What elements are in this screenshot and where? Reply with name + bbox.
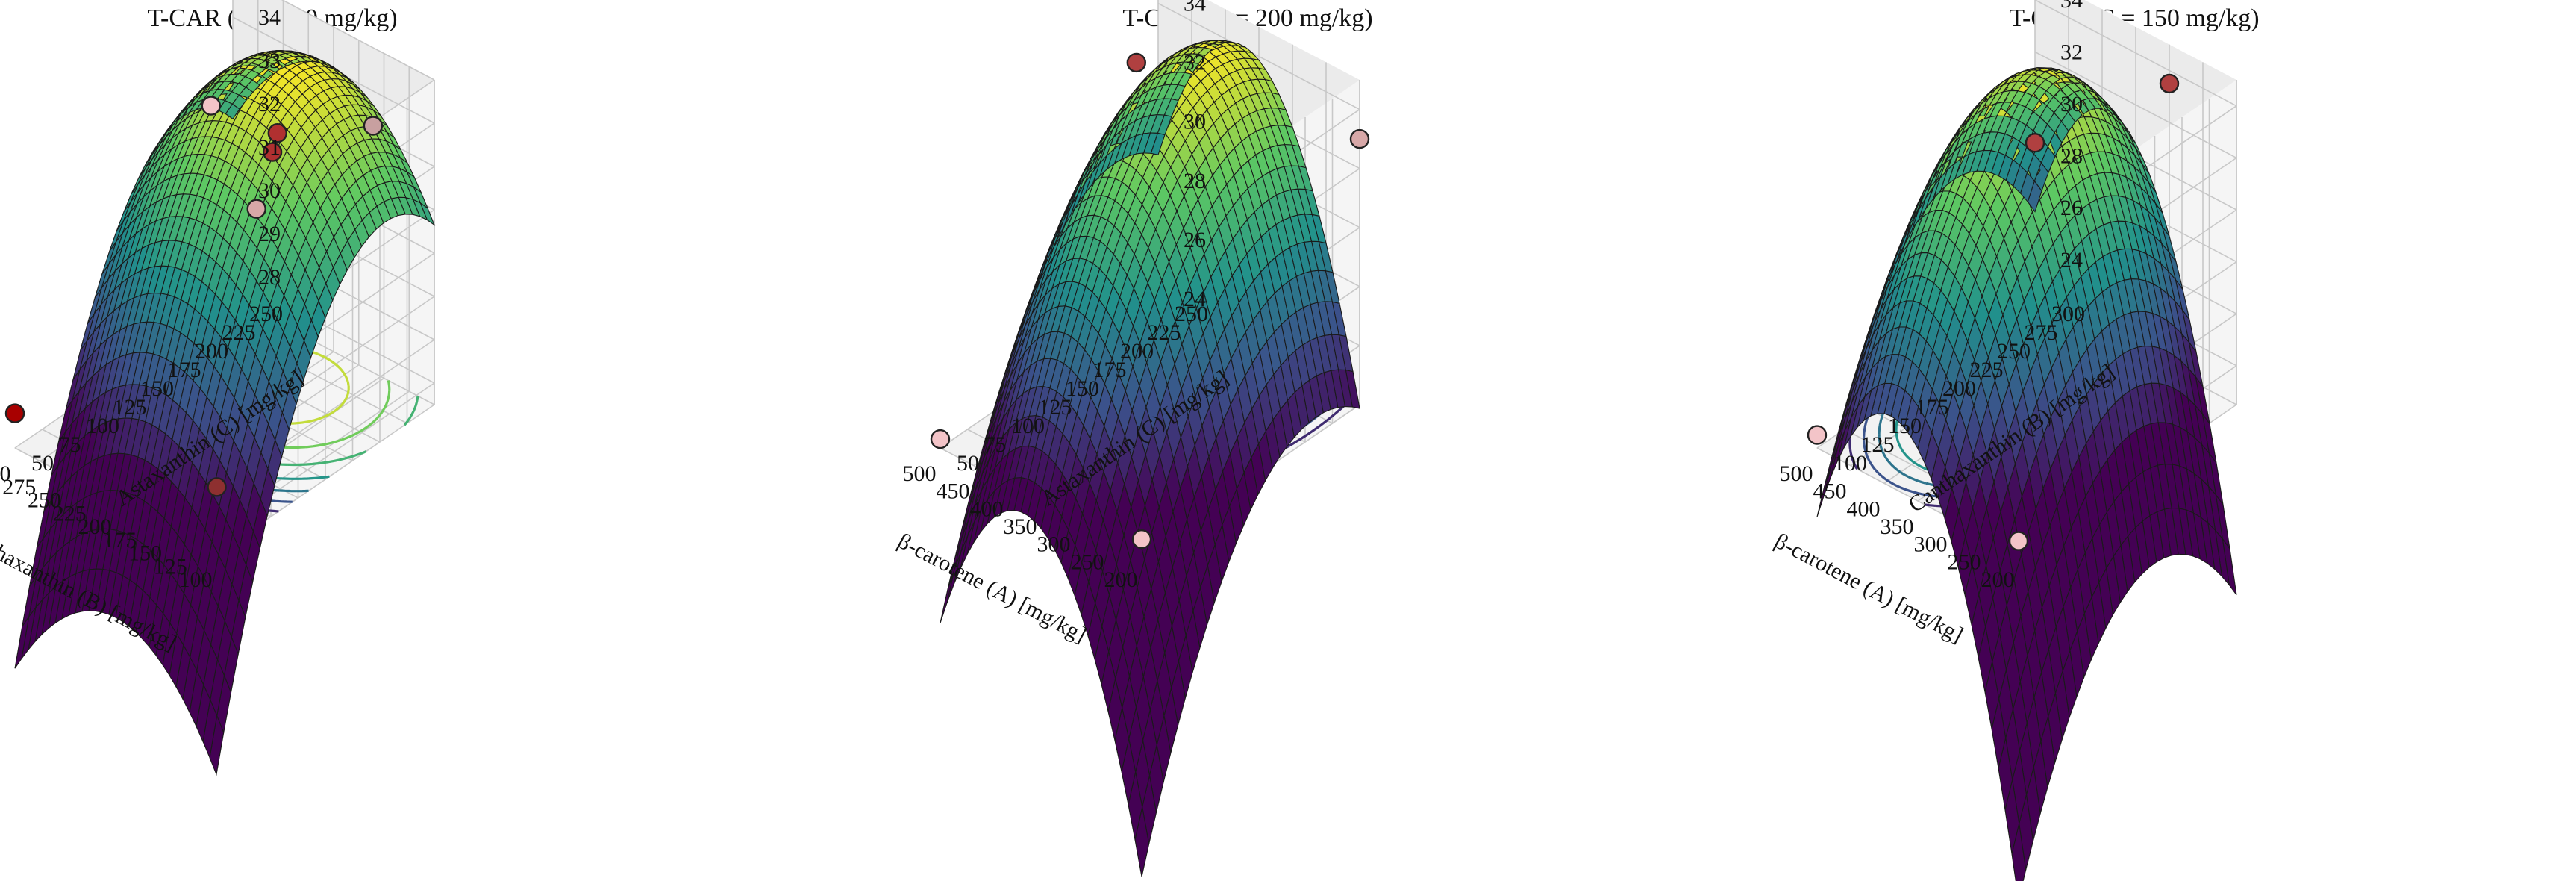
y-tick-label: 225: [1970, 358, 2004, 382]
z-tick-label: 26: [2060, 196, 2083, 220]
z-tick-label: 24: [1184, 287, 1206, 311]
data-point: [4, 403, 25, 423]
panel-a-350: T-CAR (A = 350 mg/kg)1001251501752002252…: [0, 0, 436, 776]
z-tick-label: 34: [258, 5, 281, 30]
data-point: [2159, 73, 2180, 94]
z-tick-label: 24: [2060, 248, 2083, 273]
x-tick-label: 225: [53, 501, 87, 526]
y-tick-label: 200: [195, 339, 228, 364]
surface: [1816, 67, 2237, 881]
x-tick-label: 300: [1037, 532, 1071, 557]
x-tick-label: 150: [128, 541, 162, 566]
x-tick-label: 300: [1914, 532, 1948, 557]
data-point: [207, 477, 227, 497]
x-tick-label: 450: [1813, 479, 1847, 504]
y-tick-label: 150: [140, 376, 174, 401]
y-tick-label: 100: [1833, 451, 1867, 476]
data-point: [2025, 132, 2045, 153]
y-tick-label: 175: [168, 358, 201, 382]
x-tick-label: 125: [154, 554, 187, 579]
x-tick-label: 400: [1847, 496, 1881, 521]
y-tick-label: 300: [2051, 302, 2085, 326]
data-point: [363, 116, 384, 136]
surface: [940, 40, 1360, 877]
z-tick-label: 34: [1184, 0, 1206, 16]
x-tick-label: 500: [903, 461, 937, 486]
y-tick-label: 100: [86, 414, 119, 438]
x-tick-label: 450: [937, 479, 970, 504]
data-point: [267, 122, 287, 143]
z-tick-label: 28: [258, 265, 281, 290]
y-tick-label: 175: [1093, 358, 1127, 382]
x-tick-label: 500: [1780, 461, 1813, 486]
y-tick-label: 175: [1916, 395, 1949, 420]
data-point: [2008, 531, 2029, 551]
data-point: [1126, 52, 1147, 73]
z-tick-label: 34: [2060, 0, 2083, 13]
y-tick-label: 250: [1997, 339, 2031, 364]
y-tick-label: 125: [1861, 432, 1895, 457]
y-tick-label: 200: [1120, 339, 1154, 364]
x-tick-label: 200: [1104, 567, 1138, 592]
y-tick-label: 100: [1011, 414, 1045, 438]
z-tick-label: 32: [258, 92, 281, 116]
x-tick-label: 300: [0, 461, 11, 486]
x-tick-label: 275: [2, 475, 36, 499]
data-point: [1349, 128, 1370, 149]
z-tick-label: 32: [1184, 51, 1206, 75]
y-tick-label: 125: [113, 395, 147, 420]
z-tick-label: 26: [1184, 228, 1206, 252]
x-tick-label: 400: [970, 496, 1004, 521]
z-tick-label: 28: [1184, 169, 1206, 193]
y-tick-label: 275: [2025, 320, 2058, 345]
surface-patch: [1816, 465, 1832, 517]
y-tick-label: 225: [222, 320, 256, 345]
data-point: [1131, 529, 1152, 550]
z-tick-label: 31: [258, 135, 281, 160]
x-tick-label: 200: [78, 514, 112, 539]
z-tick-label: 30: [2060, 92, 2083, 116]
y-tick-label: 250: [249, 302, 283, 326]
data-point: [930, 429, 951, 449]
x-tick-label: 350: [1004, 514, 1037, 539]
data-point: [1807, 425, 1828, 445]
x-tick-label: 350: [1881, 514, 1914, 539]
z-tick-label: 32: [2060, 40, 2083, 64]
y-tick-label: 50: [957, 451, 979, 476]
data-point: [262, 142, 283, 162]
y-tick-label: 225: [1148, 320, 1181, 345]
panel-c-150: T-CAR (C = 150 mg/kg)2002503003504004505…: [1771, 0, 2260, 881]
z-tick-label: 33: [258, 49, 281, 73]
x-tick-label: 250: [1071, 550, 1104, 574]
y-tick-label: 200: [1942, 376, 1976, 401]
z-tick-label: 29: [258, 222, 281, 246]
surface: [14, 50, 436, 776]
surface-patch: [14, 616, 30, 669]
y-tick-label: 75: [984, 432, 1007, 457]
y-tick-label: 50: [31, 451, 54, 476]
panel-b-200: T-CAR (B = 200 mg/kg)2002503003504004505…: [894, 0, 1373, 877]
z-tick-label: 30: [258, 178, 281, 203]
y-tick-label: 150: [1888, 414, 1922, 438]
x-tick-label: 250: [28, 488, 61, 513]
y-tick-label: 125: [1039, 395, 1072, 420]
y-tick-label: 75: [59, 432, 81, 457]
surface-patch: [940, 570, 955, 623]
data-point: [246, 199, 266, 219]
x-tick-label: 200: [1981, 567, 2015, 592]
z-tick-label: 28: [2060, 144, 2083, 169]
z-tick-label: 30: [1184, 110, 1206, 134]
x-tick-label: 175: [103, 528, 137, 552]
y-tick-label: 150: [1066, 376, 1099, 401]
y-tick-label: 250: [1175, 302, 1208, 326]
data-point: [201, 96, 221, 116]
x-tick-label: 100: [179, 567, 213, 592]
x-tick-label: 250: [1948, 550, 1981, 574]
